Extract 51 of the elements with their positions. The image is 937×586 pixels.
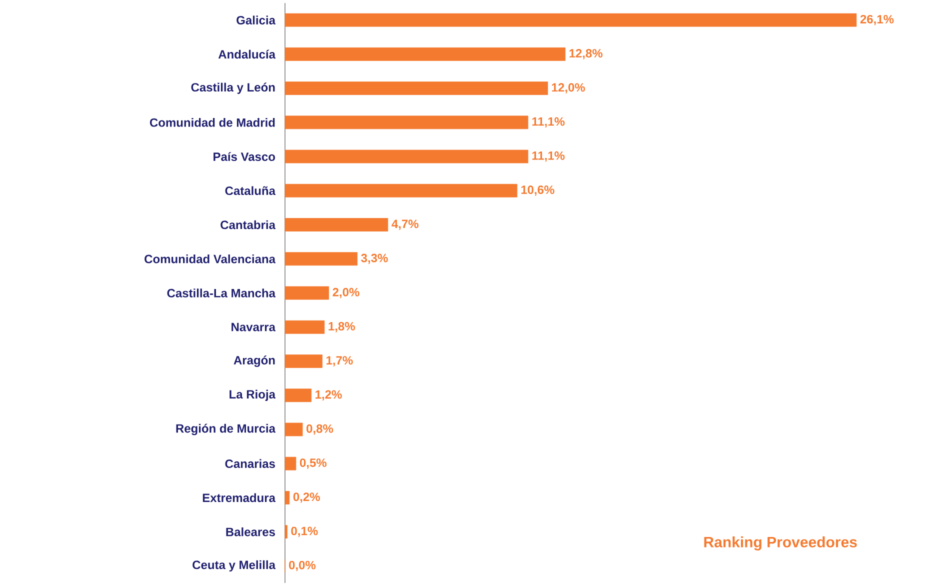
bar: [284, 184, 518, 198]
y-tick-label: Castilla y León: [191, 82, 275, 94]
data-label: 0,2%: [293, 492, 320, 503]
bar: [284, 286, 329, 300]
bar: [284, 388, 312, 402]
y-tick-label: Baleares: [226, 527, 275, 536]
y-tick-label: Comunidad de Madrid: [150, 118, 275, 127]
bar: [284, 150, 528, 164]
y-tick-label: Navarra: [232, 322, 276, 332]
y-tick-label: Canarias: [225, 459, 275, 468]
bar: [284, 456, 296, 470]
bar: [284, 82, 548, 95]
y-tick-label: Cataluña: [225, 186, 276, 196]
bar: [284, 116, 528, 130]
bar: [284, 422, 303, 436]
data-label: 12,8%: [570, 49, 602, 60]
y-tick-label: Castilla-La Mancha: [167, 288, 276, 298]
bar: [284, 13, 857, 27]
y-tick-label: Ceuta y Melilla: [192, 560, 276, 572]
data-label: 0,5%: [300, 458, 327, 469]
bar: [284, 218, 388, 232]
y-tick-label: La Rioja: [230, 390, 276, 401]
bar: [284, 47, 566, 61]
data-label: 0,1%: [291, 526, 318, 537]
data-label: 0,8%: [306, 424, 334, 435]
bar: [284, 525, 288, 539]
y-tick-label: Galicia: [236, 16, 276, 24]
data-label: 11,1%: [532, 151, 565, 162]
bar: [284, 252, 358, 266]
data-label: 12,0%: [552, 83, 585, 94]
data-label: 1,8%: [328, 322, 355, 332]
data-label: 2,0%: [332, 288, 360, 298]
y-tick-label: Andalucía: [218, 50, 276, 59]
y-tick-label: Cantabria: [220, 220, 276, 230]
data-label: 11,1%: [532, 117, 565, 128]
y-tick-label: Región de Murcia: [176, 424, 276, 436]
text: Ranking Proveedores: [704, 536, 857, 550]
data-label: 10,6%: [521, 186, 554, 196]
y-tick-label: Extremadura: [202, 493, 276, 502]
data-label: 26,1%: [860, 14, 894, 26]
y-tick-label: Comunidad Valenciana: [144, 254, 276, 264]
bar: [284, 320, 325, 334]
data-label: 0,0%: [289, 560, 316, 572]
bar: [284, 354, 322, 368]
data-label: 1,7%: [326, 356, 353, 366]
data-label: 4,7%: [392, 220, 418, 230]
data-label: 1,2%: [316, 390, 342, 400]
y-tick-label: País Vasco: [214, 152, 275, 161]
data-label: 3,3%: [361, 254, 388, 264]
bar: [284, 491, 290, 504]
y-tick-label: Aragón: [234, 356, 275, 367]
